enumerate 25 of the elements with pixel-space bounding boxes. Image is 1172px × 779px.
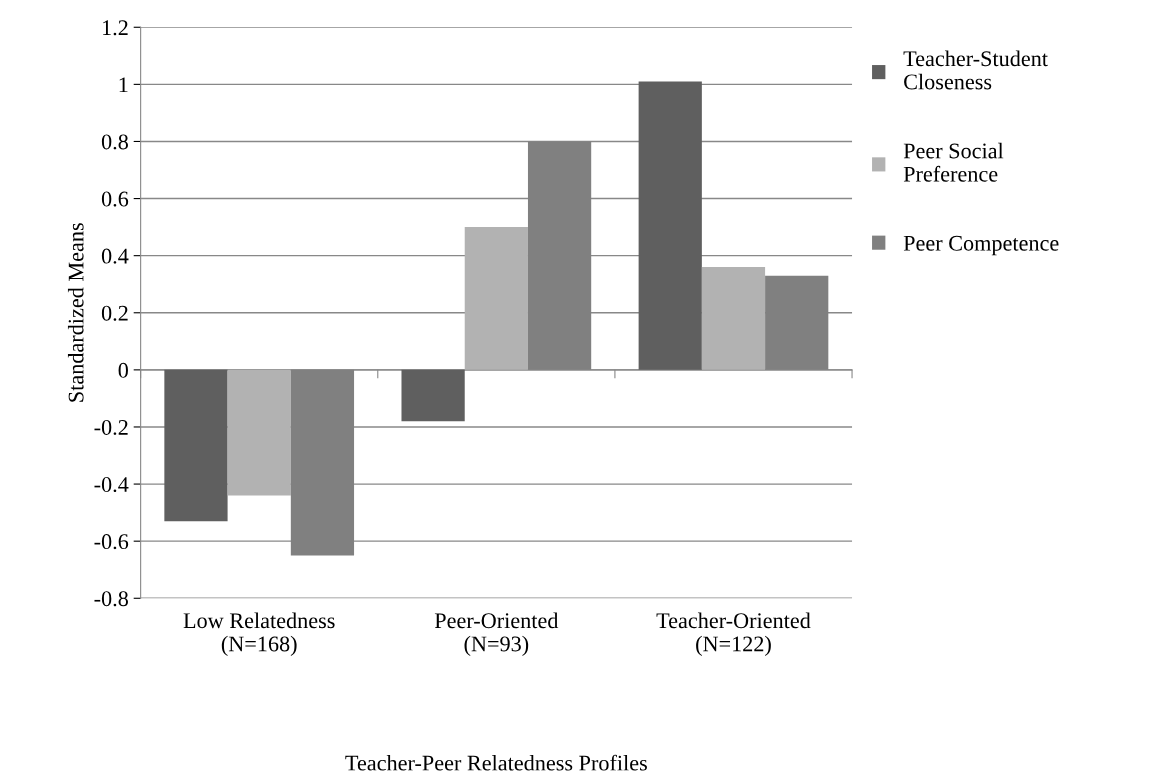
bar <box>638 81 702 370</box>
y-tick-label: 0.8 <box>101 134 128 150</box>
y-tick-label: 0.4 <box>101 248 129 264</box>
y-tick-label: -0.6 <box>94 534 129 550</box>
legend-label: Peer Social Preference <box>903 142 1004 182</box>
bar <box>401 369 465 422</box>
y-tick-label: 0.2 <box>101 305 128 321</box>
y-tick-label: -0.4 <box>94 477 129 493</box>
y-tick-label: 0 <box>118 362 128 378</box>
x-tick-label: Peer-Oriented (N=93) <box>434 612 559 656</box>
x-axis-title: Teacher-Peer Relatedness Profiles <box>345 754 647 771</box>
legend-label: Peer Competence <box>903 235 1059 256</box>
x-tick-label: Teacher-Oriented (N=122) <box>656 612 811 656</box>
y-tick-label: -0.2 <box>94 419 128 435</box>
bar <box>227 369 291 496</box>
y-tick-label: 1.2 <box>103 20 128 36</box>
y-tick-label: -0.8 <box>94 591 128 607</box>
bar <box>464 227 528 370</box>
bar <box>701 267 766 370</box>
y-tick-label: 0.6 <box>101 191 129 207</box>
bar <box>164 369 228 522</box>
y-tick-label: 1 <box>119 77 128 93</box>
y-axis-title: Standardized Means <box>67 223 84 402</box>
x-tick-label: Low Relatedness (N=168) <box>183 612 335 656</box>
legend-label: Teacher-Student Closeness <box>903 50 1048 90</box>
